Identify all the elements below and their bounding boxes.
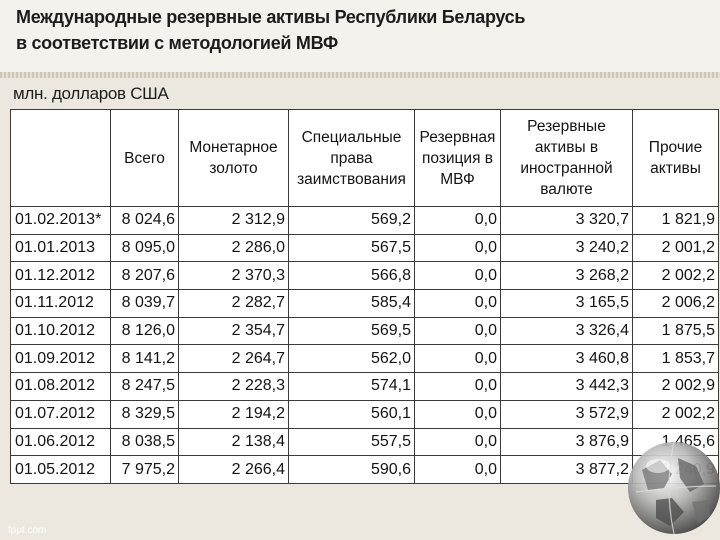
date-cell: 01.05.2012 xyxy=(10,455,111,484)
table-row: 01.09.2012 8 141,2 2 264,7 562,0 0,0 3 460,8 1… xyxy=(10,344,719,374)
table-row: 01.10.2012 8 126,0 2 354,7 569,5 0,0 3 326,4 1… xyxy=(10,316,719,346)
value-cell: 8 247,5 xyxy=(110,372,179,401)
value-cell: 2 006,2 xyxy=(632,289,719,318)
date-cell: 01.12.2012 xyxy=(10,261,111,291)
value-cell: 2 194,2 xyxy=(178,399,289,429)
table-row: 01.08.2012 8 247,5 2 228,3 574,1 0,0 3 442,3 2… xyxy=(10,372,719,401)
value-cell: 2 001,2 xyxy=(632,233,719,263)
value-cell: 590,6 xyxy=(288,455,415,484)
value-cell: 566,8 xyxy=(288,261,415,291)
value-cell: 585,4 xyxy=(288,289,415,318)
divider-stripe xyxy=(0,72,720,78)
value-cell: 562,0 xyxy=(288,344,415,374)
value-cell: 3 326,4 xyxy=(500,316,633,346)
table-row: 01.01.2013 8 095,0 2 286,0 567,5 0,0 3 240,2 2… xyxy=(10,233,719,263)
watermark: fppt.com xyxy=(8,525,47,536)
value-cell: 3 240,2 xyxy=(500,233,633,263)
column-header-6: Прочие активы xyxy=(632,109,719,207)
value-cell: 2 228,3 xyxy=(178,372,289,401)
date-cell: 01.10.2012 xyxy=(10,316,111,346)
value-cell: 0,0 xyxy=(414,427,501,457)
table-row: 01.07.2012 8 329,5 2 194,2 560,1 0,0 3 572,9 2… xyxy=(10,399,719,429)
value-cell: 569,5 xyxy=(288,316,415,346)
value-cell: 2 002,2 xyxy=(632,399,719,429)
value-cell: 557,5 xyxy=(288,427,415,457)
column-header-4: Резервная позиция в МВФ xyxy=(414,109,501,207)
value-cell: 3 320,7 xyxy=(500,206,633,235)
date-cell: 01.11.2012 xyxy=(10,289,111,318)
value-cell: 2 312,9 xyxy=(178,206,289,235)
globe-icon xyxy=(628,441,720,535)
value-cell: 2 266,4 xyxy=(178,455,289,484)
value-cell: 569,2 xyxy=(288,206,415,235)
value-cell: 3 442,3 xyxy=(500,372,633,401)
value-cell: 3 460,8 xyxy=(500,344,633,374)
value-cell: 0,0 xyxy=(414,206,501,235)
value-cell: 0,0 xyxy=(414,344,501,374)
value-cell: 2 282,7 xyxy=(178,289,289,318)
value-cell: 567,5 xyxy=(288,233,415,263)
value-cell: 0,0 xyxy=(414,289,501,318)
value-cell: 2 002,9 xyxy=(632,372,719,401)
column-header-3: Специальные права заимствования xyxy=(288,109,415,207)
value-cell: 3 165,5 xyxy=(500,289,633,318)
column-header-5: Резервные активы в иностранной валюте xyxy=(500,109,633,207)
value-cell: 0,0 xyxy=(414,233,501,263)
value-cell: 2 286,0 xyxy=(178,233,289,263)
value-cell: 0,0 xyxy=(414,261,501,291)
date-cell: 01.07.2012 xyxy=(10,399,111,429)
column-header-2: Монетарное золото xyxy=(178,109,289,207)
value-cell: 0,0 xyxy=(414,316,501,346)
title-line-2: в соответствии с методологией МВФ xyxy=(16,33,338,53)
date-cell: 01.01.2013 xyxy=(10,233,111,263)
value-cell: 560,1 xyxy=(288,399,415,429)
value-cell: 8 329,5 xyxy=(110,399,179,429)
value-cell: 3 877,2 xyxy=(500,455,633,484)
column-header-0 xyxy=(10,109,111,207)
date-cell: 01.08.2012 xyxy=(10,372,111,401)
page-title: Международные резервные активы Республик… xyxy=(16,4,525,56)
value-cell: 8 095,0 xyxy=(110,233,179,263)
table-row: 01.02.2013* 8 024,6 2 312,9 569,2 0,0 3 320,7… xyxy=(10,206,719,235)
value-cell: 3 268,2 xyxy=(500,261,633,291)
value-cell: 3 572,9 xyxy=(500,399,633,429)
title-band: Международные резервные активы Республик… xyxy=(0,0,720,72)
value-cell: 1 853,7 xyxy=(632,344,719,374)
title-line-1: Международные резервные активы Республик… xyxy=(16,7,526,27)
value-cell: 8 207,6 xyxy=(110,261,179,291)
table-row: 01.12.2012 8 207,6 2 370,3 566,8 0,0 3 268,2 2… xyxy=(10,261,719,291)
value-cell: 0,0 xyxy=(414,455,501,484)
value-cell: 0,0 xyxy=(414,372,501,401)
value-cell: 1 875,5 xyxy=(632,316,719,346)
units-label: млн. долларов США xyxy=(13,84,169,103)
value-cell: 8 039,7 xyxy=(110,289,179,318)
value-cell: 2 354,7 xyxy=(178,316,289,346)
column-header-1: Всего xyxy=(110,109,179,207)
value-cell: 8 126,0 xyxy=(110,316,179,346)
value-cell: 2 264,7 xyxy=(178,344,289,374)
date-cell: 01.09.2012 xyxy=(10,344,111,374)
date-cell: 01.02.2013* xyxy=(10,206,111,235)
date-cell: 01.06.2012 xyxy=(10,427,111,457)
table-row: 01.11.2012 8 039,7 2 282,7 585,4 0,0 3 165,5 2… xyxy=(10,289,719,318)
value-cell: 8 141,2 xyxy=(110,344,179,374)
value-cell: 8 024,6 xyxy=(110,206,179,235)
value-cell: 574,1 xyxy=(288,372,415,401)
value-cell: 1 821,9 xyxy=(632,206,719,235)
value-cell: 8 038,5 xyxy=(110,427,179,457)
reserves-table: Всего Монетарное золото Специальные права … xyxy=(10,109,719,484)
value-cell: 0,0 xyxy=(414,399,501,429)
table-row: 01.06.2012 8 038,5 2 138,4 557,5 0,0 3 876,9 1… xyxy=(10,427,719,457)
value-cell: 1 465,6 xyxy=(632,427,719,457)
table-header-row: Всего Монетарное золото Специальные права … xyxy=(10,109,719,207)
value-cell: 2 138,4 xyxy=(178,427,289,457)
value-cell: 2 370,3 xyxy=(178,261,289,291)
value-cell: 2 002,2 xyxy=(632,261,719,291)
value-cell: 7 975,2 xyxy=(110,455,179,484)
